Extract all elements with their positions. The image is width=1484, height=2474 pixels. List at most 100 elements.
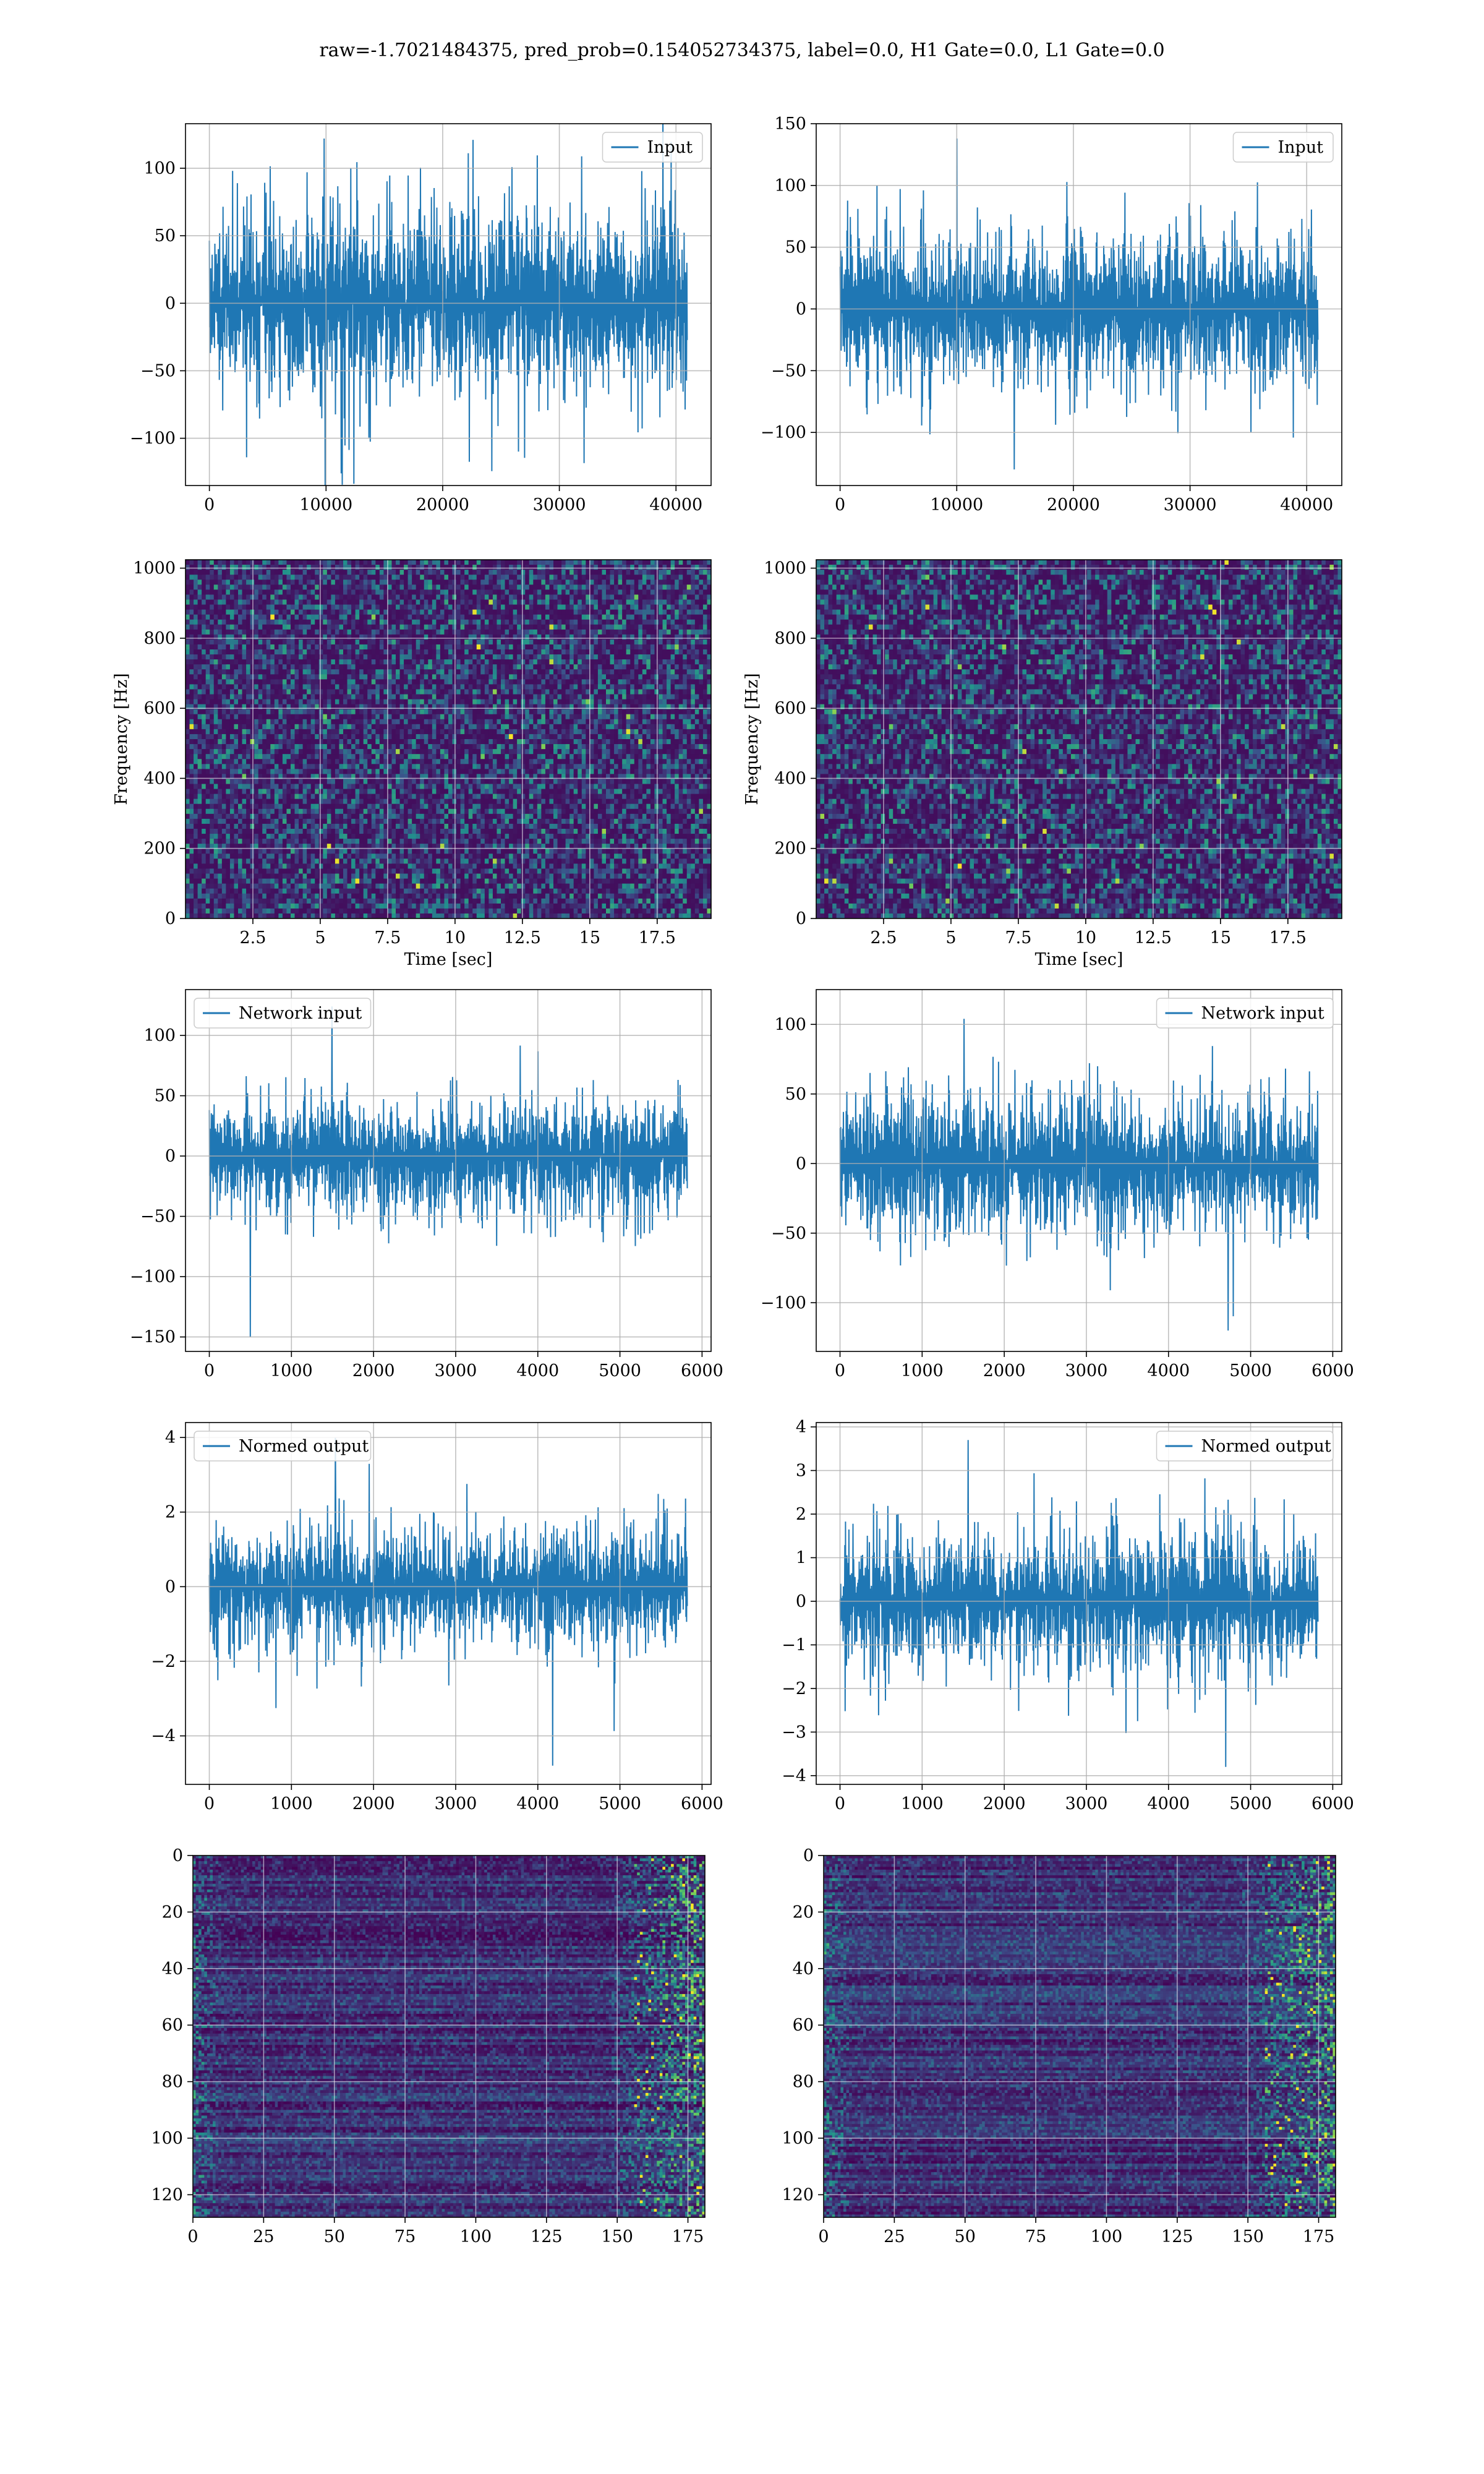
heatmap-cell [456, 589, 461, 595]
heatmap-cell [202, 719, 206, 725]
heatmap-cell [388, 879, 392, 884]
heatmap-cell [432, 764, 437, 769]
heatmap-cell [408, 649, 412, 655]
heatmap-cell [339, 679, 343, 685]
heatmap-cell [307, 909, 311, 914]
heatmap-cell [391, 799, 396, 805]
heatmap-cell [356, 695, 360, 700]
heatmap-cell [307, 759, 311, 764]
heatmap-cell [323, 654, 327, 660]
heatmap-cell [242, 664, 247, 670]
heatmap-cell [242, 700, 247, 705]
heatmap-cell [331, 749, 335, 755]
heatmap-cell [303, 849, 307, 854]
heatmap-cell [323, 868, 327, 874]
heatmap-cell [348, 904, 352, 909]
heatmap-cell [262, 879, 267, 884]
heatmap-cell [440, 784, 445, 790]
heatmap-cell [222, 669, 226, 675]
heatmap-cell [339, 779, 343, 784]
heatmap-cell [194, 754, 198, 760]
heatmap-cell [440, 789, 445, 795]
heatmap-cell [238, 744, 242, 750]
heatmap-cell [440, 779, 445, 784]
heatmap-cell [222, 565, 226, 570]
heatmap-cell [275, 695, 279, 700]
heatmap-cell [210, 749, 214, 755]
heatmap-cell [254, 714, 258, 720]
heatmap-cell [254, 849, 258, 854]
heatmap-cell [356, 654, 360, 660]
heatmap-cell [286, 849, 291, 854]
heatmap-cell [396, 804, 400, 810]
heatmap-cell [238, 829, 242, 834]
heatmap-cell [420, 899, 424, 904]
heatmap-cell [190, 809, 194, 815]
heatmap-cell [388, 909, 392, 914]
heatmap-cell [444, 863, 448, 869]
heatmap-cell [198, 809, 202, 815]
heatmap-cell [206, 644, 210, 650]
heatmap-cell [307, 839, 311, 844]
heatmap-cell [351, 719, 356, 725]
heatmap-cell [323, 580, 327, 585]
heatmap-cell [356, 719, 360, 725]
heatmap-cell [230, 605, 234, 610]
heatmap-cell [444, 700, 448, 705]
heatmap-cell [331, 610, 335, 615]
heatmap-cell [456, 630, 461, 635]
heatmap-cell [218, 615, 222, 620]
heatmap-cell [400, 599, 404, 605]
heatmap-cell [424, 654, 429, 660]
heatmap-cell [359, 784, 364, 790]
heatmap-cell [186, 700, 190, 705]
heatmap-cell [428, 884, 432, 889]
heatmap-cell [222, 839, 226, 844]
heatmap-cell [275, 904, 279, 909]
heatmap-cell [291, 759, 295, 764]
heatmap-cell [186, 868, 190, 874]
heatmap-cell [359, 894, 364, 899]
heatmap-cell [198, 669, 202, 675]
heatmap-cell [372, 739, 376, 745]
heatmap-cell [356, 904, 360, 909]
heatmap-cell [408, 884, 412, 889]
heatmap-cell [400, 814, 404, 820]
heatmap-cell [372, 669, 376, 675]
heatmap-cell [323, 605, 327, 610]
heatmap-cell [190, 689, 194, 695]
heatmap-cell [388, 824, 392, 829]
heatmap-cell [428, 739, 432, 745]
heatmap-cell [222, 739, 226, 745]
heatmap-cell [299, 714, 303, 720]
heatmap-cell [315, 858, 319, 864]
heatmap-cell [315, 610, 319, 615]
heatmap-cell [372, 909, 376, 914]
heatmap-cell [372, 654, 376, 660]
heatmap-cell [412, 630, 416, 635]
heatmap-cell [367, 630, 372, 635]
heatmap-cell [226, 669, 230, 675]
heatmap-cell [375, 854, 380, 859]
heatmap-cell [262, 644, 267, 650]
heatmap-cell [222, 594, 226, 600]
heatmap-cell [444, 684, 448, 690]
heatmap-cell [254, 794, 258, 800]
heatmap-cell [275, 575, 279, 580]
heatmap-cell [262, 769, 267, 774]
heatmap-cell [242, 584, 247, 590]
heatmap-cell [400, 879, 404, 884]
heatmap-cell [323, 565, 327, 570]
heatmap-cell [238, 868, 242, 874]
heatmap-cell [359, 654, 364, 660]
heatmap-cell [242, 630, 247, 635]
heatmap-cell [412, 894, 416, 899]
heatmap-cell [319, 649, 323, 655]
heatmap-cell [428, 709, 432, 715]
heatmap-cell [295, 804, 299, 810]
heatmap-cell [416, 625, 420, 630]
heatmap-cell [198, 789, 202, 795]
heatmap-cell [214, 784, 218, 790]
heatmap-cell [267, 874, 271, 880]
heatmap-cell [335, 565, 339, 570]
